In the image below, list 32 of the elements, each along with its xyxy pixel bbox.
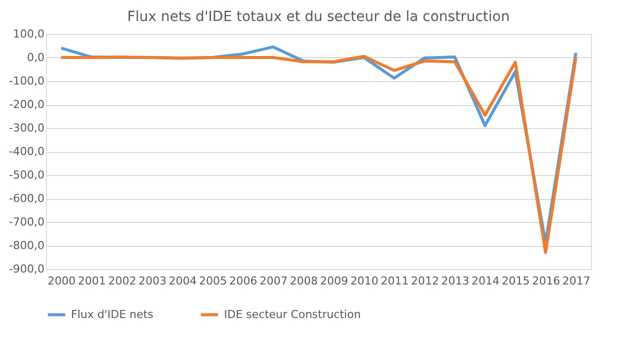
y-tick-label: -100,0 [9, 74, 44, 88]
x-tick-label: 2011 [380, 274, 409, 288]
x-tick-label: 2001 [78, 274, 106, 288]
x-tick-label: 2017 [562, 274, 590, 288]
x-tick-label: 2006 [229, 274, 258, 288]
x-tick-label: 2012 [410, 274, 439, 288]
x-tick-label: 2016 [532, 274, 560, 288]
y-tick-label: -700,0 [9, 216, 44, 228]
x-tick-label: 2005 [199, 274, 228, 288]
x-tick-label: 2007 [260, 274, 288, 288]
x-tick-label: 2003 [138, 274, 166, 288]
x-tick-label: 2004 [168, 274, 197, 288]
x-tick-label: 2002 [108, 274, 136, 288]
y-tick-label: -800,0 [9, 239, 44, 252]
legend-label: IDE secteur Construction [224, 308, 361, 321]
x-tick-label: 2015 [502, 274, 530, 288]
y-tick-label: -500,0 [9, 168, 44, 182]
chart-title: Flux nets d'IDE totaux et du secteur de la construction [127, 9, 510, 25]
y-tick-label: -200,0 [9, 98, 44, 111]
y-tick-label: 100,0 [13, 28, 44, 40]
x-tick-label: 2000 [48, 274, 76, 288]
x-tick-label: 2013 [441, 274, 470, 288]
y-tick-label: -600,0 [9, 192, 44, 205]
y-tick-label: 0,0 [27, 51, 44, 64]
x-tick-label: 2009 [320, 274, 348, 288]
x-tick-label: 2014 [472, 274, 500, 288]
y-tick-label: -400,0 [9, 145, 44, 158]
y-tick-label: -300,0 [9, 122, 44, 134]
x-tick-label: 2010 [350, 274, 378, 288]
legend-label: Flux d'IDE nets [71, 308, 154, 321]
y-tick-label: -900,0 [9, 262, 44, 276]
x-tick-label: 2008 [290, 274, 318, 288]
